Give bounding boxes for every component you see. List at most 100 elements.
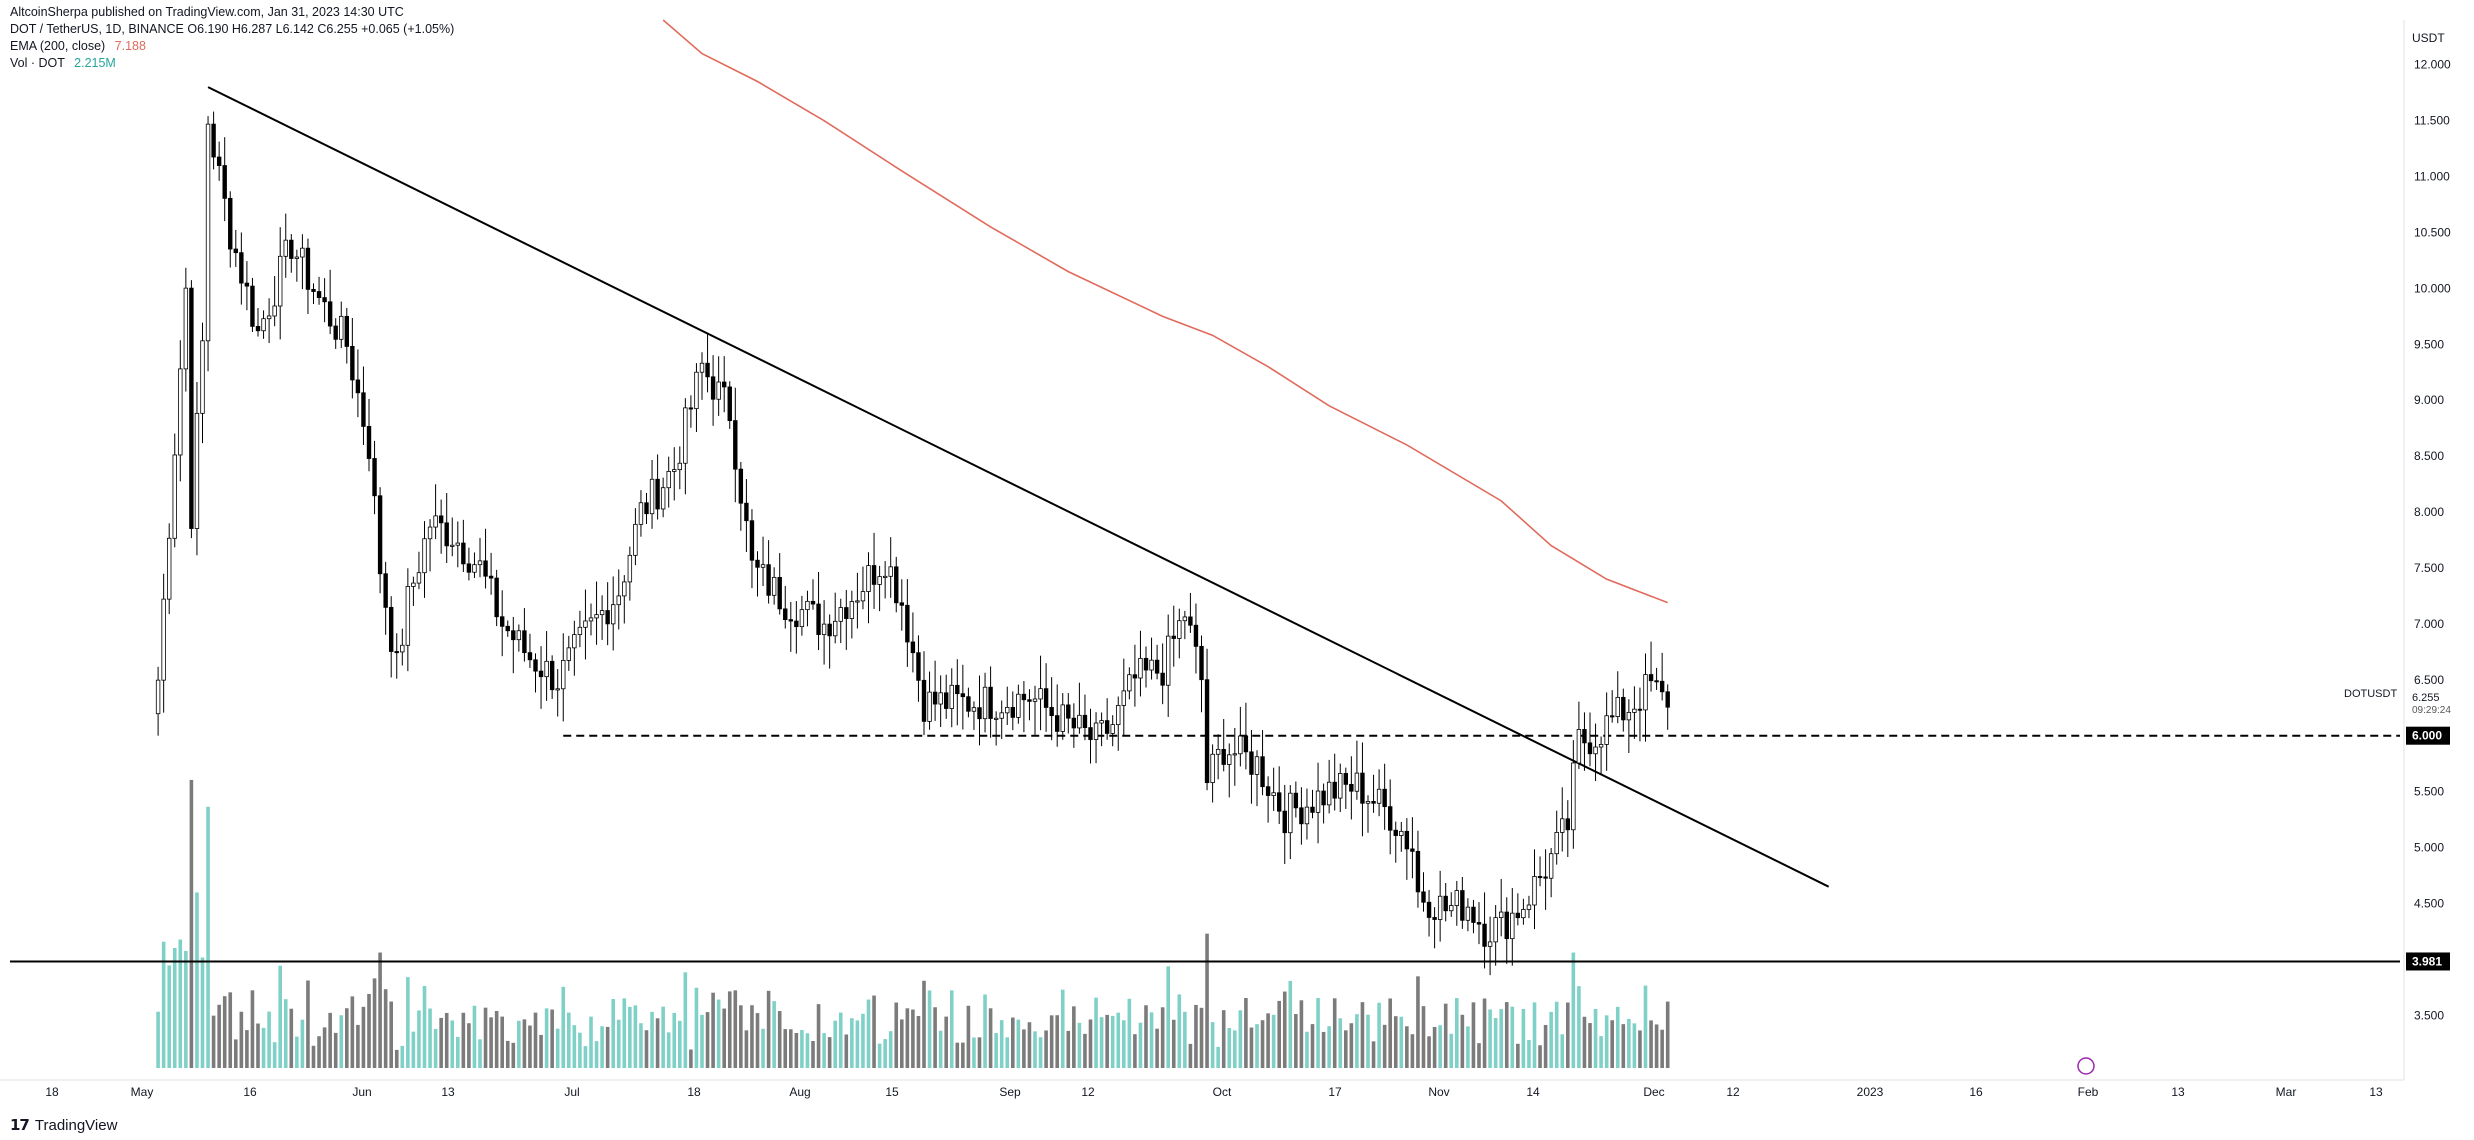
y-tick-label: 9.000 xyxy=(2414,393,2444,407)
candle-body xyxy=(1449,905,1454,912)
candle-body xyxy=(283,239,288,257)
volume-bar xyxy=(172,947,177,1068)
volume-bar xyxy=(844,1034,849,1068)
volume-bar xyxy=(933,1007,937,1068)
volume-bar xyxy=(744,1030,749,1068)
volume-bar xyxy=(333,1032,338,1068)
volume-bar xyxy=(1382,1024,1387,1068)
volume-bar xyxy=(1571,952,1576,1068)
candle-body xyxy=(511,630,516,641)
volume-bar xyxy=(406,977,410,1068)
volume-bar xyxy=(483,1007,488,1068)
candle-body xyxy=(894,566,899,604)
candle-body xyxy=(461,542,466,565)
volume-bar xyxy=(716,999,721,1068)
candle-body xyxy=(599,610,605,616)
level-price-label: 6.000 xyxy=(2412,729,2442,743)
candle-body xyxy=(1582,729,1587,744)
volume-bar xyxy=(567,1012,571,1068)
volume-bar xyxy=(361,1006,366,1068)
candle-body xyxy=(549,660,555,691)
candle-body xyxy=(1571,762,1576,831)
drawn-lines xyxy=(10,86,2400,963)
volume-bar xyxy=(1221,1010,1226,1068)
volume-bar xyxy=(1477,1043,1481,1068)
volume-bar xyxy=(1110,1015,1115,1068)
volume-bar xyxy=(628,1006,632,1068)
volume-bar xyxy=(555,1028,560,1068)
candle-body xyxy=(1404,830,1410,850)
volume-bar xyxy=(1016,1019,1021,1068)
volume-bar xyxy=(1133,1034,1137,1068)
candle-body xyxy=(1243,735,1249,753)
candle-body xyxy=(1665,691,1670,708)
candle-body xyxy=(1537,876,1543,879)
candle-body xyxy=(760,564,766,568)
candle-body xyxy=(1071,717,1077,729)
volume-bar xyxy=(1493,1018,1498,1068)
ema-legend: EMA (200, close) 7.188 xyxy=(10,38,454,55)
volume-bar xyxy=(578,1032,582,1068)
candle-body xyxy=(699,362,705,373)
tradingview-brand: 𝟭𝟳 TradingView xyxy=(10,1116,117,1135)
volume-bar xyxy=(794,1032,799,1068)
candle-body xyxy=(827,623,832,637)
candle-body xyxy=(222,165,227,199)
volume-bar xyxy=(1443,1003,1448,1068)
y-tick-label: 5.500 xyxy=(2414,785,2444,799)
candle-body xyxy=(1388,806,1393,831)
candle-body xyxy=(1016,693,1021,718)
volume-bar xyxy=(1188,1043,1193,1068)
candle-body xyxy=(860,591,866,602)
volume-bar xyxy=(461,1012,466,1068)
volume-bar xyxy=(189,779,194,1068)
volume-bar xyxy=(372,978,377,1068)
volume-bar xyxy=(195,892,199,1068)
volume-bar xyxy=(983,994,987,1068)
volume-bar xyxy=(666,1032,671,1068)
volume-legend: Vol · DOT 2.215M xyxy=(10,55,454,72)
candle-body xyxy=(1504,911,1509,940)
volume-bar xyxy=(311,1045,316,1068)
volume-bar xyxy=(239,1011,244,1068)
candle-body xyxy=(1138,657,1143,679)
candle-body xyxy=(971,707,977,712)
volume-bar xyxy=(1510,1006,1515,1068)
candle-body xyxy=(1326,781,1332,806)
candle-body xyxy=(305,247,311,290)
volume-bar xyxy=(1504,1002,1509,1068)
candle-body xyxy=(411,582,416,587)
volume-bar xyxy=(727,991,732,1068)
candle-body xyxy=(1021,693,1027,701)
candle-body xyxy=(949,684,954,709)
candle-body xyxy=(244,282,250,287)
volume-bar xyxy=(1360,1002,1365,1068)
candle-body xyxy=(866,565,871,592)
volume-bar xyxy=(1294,1014,1298,1068)
volume-bar xyxy=(1033,1031,1037,1068)
volume-bar xyxy=(1094,997,1098,1068)
candle-body xyxy=(277,255,283,307)
candle-body xyxy=(899,602,904,606)
volume-bar xyxy=(1299,1000,1304,1068)
x-tick-label: Sep xyxy=(999,1085,1021,1099)
volume-bar xyxy=(245,1030,249,1068)
volume-bar xyxy=(955,1042,960,1068)
candle-body xyxy=(266,315,272,320)
volume-bar xyxy=(1527,1039,1531,1068)
volume-bar xyxy=(1155,1028,1159,1068)
volume-bar xyxy=(1171,1019,1176,1068)
candle-body xyxy=(1032,698,1038,702)
volume-bar xyxy=(594,1041,599,1068)
current-price-label: 6.255 xyxy=(2412,692,2440,704)
y-tick-label: 8.000 xyxy=(2414,505,2444,519)
candle-body xyxy=(1321,790,1326,806)
volume-bar xyxy=(961,1042,965,1068)
candle-body xyxy=(1526,904,1532,910)
volume-bar xyxy=(639,1023,643,1068)
candle-body xyxy=(533,659,538,672)
candle-body xyxy=(416,572,422,584)
candle-body xyxy=(200,340,205,414)
candle-body xyxy=(538,670,544,678)
